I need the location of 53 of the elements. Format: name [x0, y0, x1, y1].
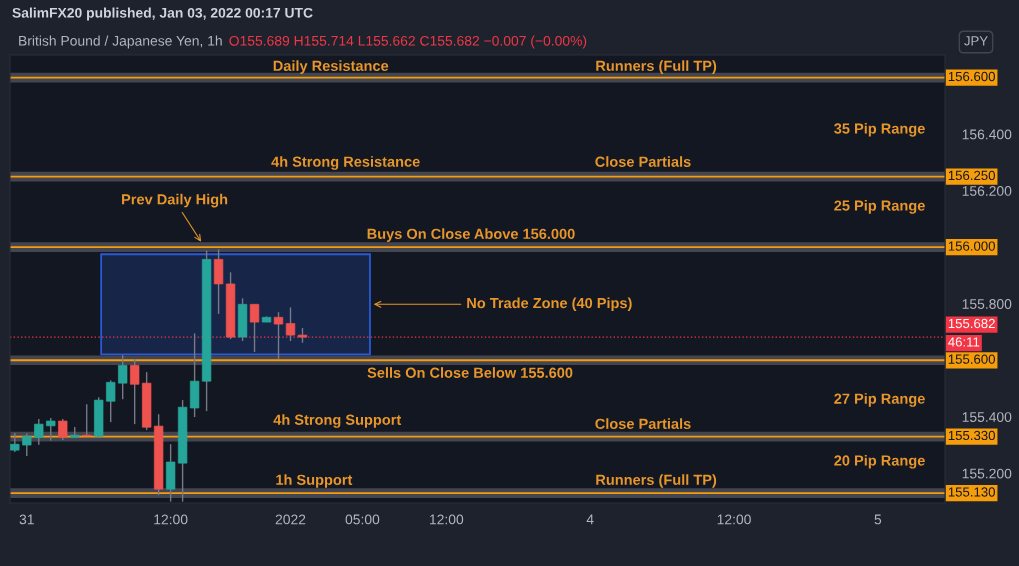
- chart-title: British Pound / Japanese Yen, 1h: [19, 35, 222, 49]
- candlestick: [34, 418, 44, 446]
- text: SalimFX20 published, Jan 03, 2022 00:17 UTC: [12, 7, 313, 21]
- candlestick: [10, 432, 20, 453]
- annotation: Close Partials: [595, 156, 691, 167]
- ref-line-label: 156.250: [948, 170, 995, 181]
- chart-subtitle: O155.689 H155.714 L155.662 C155.682 −0.007 (−0.00%): [229, 35, 587, 49]
- candlestick: [130, 358, 140, 425]
- text: 46:11: [948, 337, 980, 347]
- x-tick-label: 12:00: [154, 514, 188, 525]
- annotation: Prev Daily High: [122, 193, 228, 208]
- ref-line-label: 156.000: [948, 241, 995, 251]
- candlestick: [106, 379, 116, 423]
- text: JPY: [964, 36, 988, 46]
- x-tick-label: 31: [19, 514, 34, 525]
- candlestick: [58, 418, 68, 441]
- ref-line-label: 155.600: [948, 354, 995, 364]
- annotation: Daily Resistance: [273, 60, 389, 74]
- annotation: Close Partials: [595, 418, 691, 429]
- y-tick-label: 155.800: [962, 299, 1012, 309]
- annotation: 4h Strong Resistance: [271, 156, 420, 170]
- candlestick: [22, 432, 32, 457]
- annotation: Buys On Close Above 156.000: [367, 228, 575, 242]
- band-label: No Trade Zone (40 Pips): [467, 297, 632, 312]
- ref-line-label: 155.330: [948, 430, 995, 441]
- candlestick: [82, 403, 92, 437]
- y-tick-label: 156.400: [962, 129, 1012, 140]
- candlestick: [285, 306, 296, 342]
- annotation: 20 Pip Range: [834, 454, 925, 469]
- candlestick: [46, 417, 56, 442]
- x-tick-label: 05:00: [345, 514, 380, 525]
- annotation: 1h Support: [276, 474, 353, 488]
- y-tick-label: 156.200: [962, 186, 1012, 196]
- x-tick-label: 12:00: [430, 514, 464, 525]
- y-tick-label: 155.400: [962, 412, 1012, 422]
- candlestick: [118, 354, 128, 400]
- annotation: 25 Pip Range: [834, 200, 925, 214]
- ref-line-label: 156.600: [948, 71, 995, 82]
- annotation: 27 Pip Range: [834, 393, 925, 407]
- x-tick-label: 5: [874, 514, 882, 525]
- annotation: Runners (Full TP): [596, 60, 717, 74]
- annotation: 35 Pip Range: [834, 122, 925, 137]
- candlestick: [249, 303, 260, 353]
- candlestick: [273, 311, 284, 360]
- annotation: Sells On Close Below 155.600: [367, 367, 573, 378]
- x-tick-label: 12:00: [717, 514, 751, 525]
- ref-line-label: 155.682: [948, 318, 995, 329]
- ref-line-label: 155.130: [948, 487, 995, 497]
- annotation: Runners (Full TP): [596, 474, 717, 488]
- x-tick-label: 2022: [275, 514, 306, 525]
- y-tick-label: 155.200: [962, 468, 1012, 479]
- annotation: 4h Strong Support: [273, 414, 402, 428]
- x-tick-label: 4: [586, 514, 594, 525]
